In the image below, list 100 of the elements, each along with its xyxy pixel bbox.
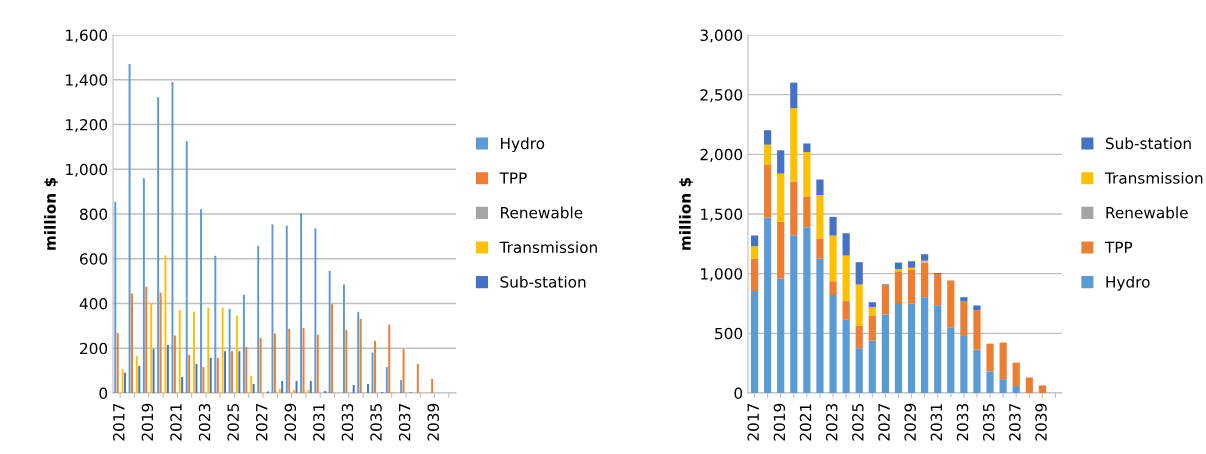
bar	[790, 235, 798, 393]
legend-label: Sub-station	[1105, 137, 1191, 150]
y-tick-label: 2,000	[700, 148, 743, 162]
legend-label: Transmission	[499, 241, 597, 254]
x-tick-label: 2033	[956, 403, 969, 441]
x-tick-label: 2031	[313, 404, 325, 441]
bar	[816, 179, 824, 196]
x-tick-label: 2027	[255, 404, 268, 441]
bar	[868, 316, 876, 341]
legend-label: Sub-station	[500, 275, 586, 288]
y-tick-label: 3,000	[700, 29, 743, 43]
bar	[921, 297, 929, 393]
bar	[764, 164, 772, 218]
bar	[750, 258, 759, 291]
bar	[1025, 377, 1033, 393]
y-tick-label: 1,500	[701, 208, 743, 222]
bar	[999, 379, 1007, 393]
x-tick-label: 2017	[113, 404, 125, 441]
y-axis-title: million $	[679, 177, 693, 250]
bar	[777, 150, 785, 174]
bar	[947, 280, 955, 328]
bar	[816, 258, 824, 393]
x-tick-label: 2021	[170, 404, 182, 441]
bar	[829, 235, 837, 282]
y-tick-label: 800	[80, 208, 108, 221]
bar	[803, 196, 811, 228]
bar	[829, 216, 837, 236]
bar	[764, 130, 772, 145]
legend-label: Renewable	[1106, 206, 1188, 219]
y-tick-label: 1,000	[701, 268, 743, 282]
x-tick-label: 2025	[852, 404, 864, 441]
bar	[907, 269, 916, 304]
y-tick-label: 1,600	[66, 29, 108, 43]
x-tick-label: 2023	[198, 403, 211, 441]
legend-label: Hydro	[501, 137, 545, 153]
bar	[947, 327, 955, 393]
bar	[921, 254, 929, 261]
y-tick-label: 1,000	[66, 163, 108, 177]
bar	[750, 235, 759, 247]
x-tick-label: 2023	[825, 403, 838, 441]
legend-label: TPP	[1104, 241, 1133, 253]
y-tick-label: 1,400	[66, 74, 108, 88]
y-tick-label: 500	[715, 327, 743, 340]
bar	[960, 301, 968, 336]
bar	[764, 144, 772, 165]
x-tick-label: 2037	[398, 404, 411, 441]
bar	[960, 297, 968, 302]
x-tick-label: 2019	[141, 403, 154, 441]
y-tick-label: 400	[79, 297, 108, 310]
bar	[868, 306, 876, 317]
x-tick-label: 2029	[904, 403, 916, 441]
bar	[855, 262, 863, 285]
bar	[777, 173, 785, 222]
bar	[855, 284, 863, 326]
legend-label: TPP	[499, 172, 527, 184]
x-tick-label: 2029	[284, 403, 297, 441]
bar	[764, 217, 772, 393]
bar	[750, 290, 759, 393]
x-tick-label: 2027	[878, 404, 890, 441]
y-tick-label: 200	[80, 342, 108, 355]
x-tick-label: 2025	[227, 404, 239, 441]
bar	[803, 227, 811, 393]
bar	[750, 246, 759, 259]
x-tick-label: 2021	[799, 404, 812, 441]
bar	[829, 295, 837, 393]
bar	[790, 82, 798, 109]
bar	[907, 261, 916, 268]
x-tick-label: 2037	[1009, 404, 1021, 441]
x-tick-label: 2017	[747, 404, 759, 441]
bar	[894, 303, 903, 393]
bar	[777, 278, 785, 393]
bar	[881, 314, 889, 393]
bar	[842, 233, 850, 256]
x-tick-label: 2033	[341, 403, 354, 441]
bar	[829, 281, 837, 296]
bar	[816, 195, 824, 239]
bar	[973, 349, 981, 393]
y-tick-label: 1,200	[66, 118, 108, 133]
x-tick-label: 2039	[427, 403, 439, 441]
bar	[999, 342, 1007, 380]
legend-label: Transmission	[1104, 171, 1203, 184]
bar	[868, 302, 876, 307]
bar	[803, 152, 811, 197]
bar	[921, 262, 929, 298]
bar	[790, 108, 798, 182]
x-tick-label: 2039	[1035, 403, 1047, 441]
bar	[868, 340, 876, 393]
legend-label: Renewable	[501, 206, 583, 219]
bar	[803, 143, 811, 153]
x-tick-label: 2035	[370, 404, 382, 441]
bar	[986, 343, 994, 372]
bar	[816, 238, 824, 259]
bar	[777, 221, 785, 279]
y-tick-label: 600	[80, 253, 108, 265]
y-tick-label: 0	[734, 387, 743, 400]
bar	[960, 335, 968, 393]
bar	[1012, 386, 1020, 393]
y-tick-label: 2,500	[700, 89, 743, 103]
bar	[973, 305, 981, 311]
legend-label: Hydro	[1106, 275, 1150, 291]
